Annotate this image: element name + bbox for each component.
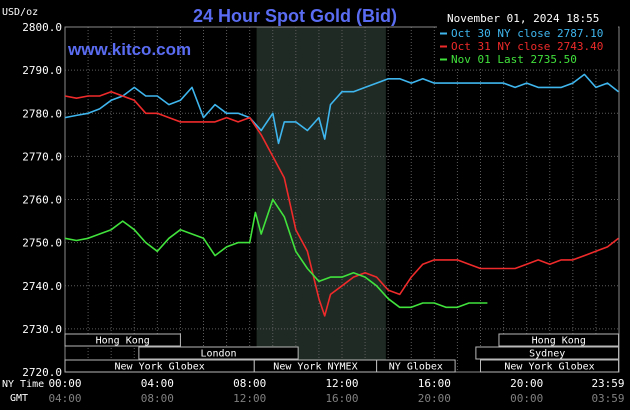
- y-axis-unit-label: USD/oz: [2, 7, 38, 18]
- session-box: [138, 346, 299, 360]
- gmt-axis-label: GMT: [10, 393, 28, 404]
- ny-time-tick-label: 08:00: [233, 377, 266, 390]
- session-label: London: [200, 349, 236, 360]
- session-box: [376, 359, 456, 373]
- y-tick-label: 2770.0: [22, 150, 62, 163]
- series-line-3: [64, 198, 488, 309]
- gmt-tick-label: 03:59: [591, 392, 624, 405]
- session-label: NY Globex: [389, 362, 443, 373]
- y-tick-label: 2720.0: [22, 366, 62, 379]
- session-label: New York Globex: [114, 362, 204, 373]
- gmt-tick-label: 08:00: [141, 392, 174, 405]
- y-tick-label: 2760.0: [22, 194, 62, 207]
- chart-title: 24 Hour Spot Gold (Bid): [193, 6, 397, 26]
- legend-entry: Oct 30 NY close 2787.10: [451, 27, 603, 40]
- session-label: New York Globex: [504, 362, 594, 373]
- gmt-tick-label: 00:00: [510, 392, 543, 405]
- y-tick-label: 2740.0: [22, 280, 62, 293]
- kitco-watermark: www.kitco.com: [67, 40, 191, 59]
- timestamp: November 01, 2024 18:55: [447, 12, 599, 25]
- series-lines: [64, 73, 619, 317]
- y-tick-label: 2730.0: [22, 323, 62, 336]
- y-tick-label: 2780.0: [22, 107, 62, 120]
- y-tick-label: 2750.0: [22, 237, 62, 250]
- axes: 2800.0 2790.0 2780.0 2770.0 2760.0 2750.0 2740…: [2, 21, 625, 405]
- legend-entry: Nov 01 Last 2735.50: [451, 53, 577, 66]
- session-box: [480, 359, 620, 373]
- gmt-tick-label: 16:00: [325, 392, 358, 405]
- ny-time-tick-label: 16:00: [418, 377, 451, 390]
- ny-time-axis-label: NY Time: [2, 379, 44, 390]
- session-label: Sydney: [529, 349, 565, 360]
- ny-time-tick-label: 12:00: [325, 377, 358, 390]
- legend-entry: Oct 31 NY close 2743.40: [451, 40, 603, 53]
- grid-lines: [64, 26, 620, 373]
- series-line-1: [64, 73, 619, 145]
- ny-time-tick-label: 04:00: [141, 377, 174, 390]
- ny-time-tick-label: 00:00: [48, 377, 81, 390]
- ny-time-tick-label: 23:59: [591, 377, 624, 390]
- series-line-2: [64, 90, 619, 317]
- session-label: Hong Kong: [96, 336, 150, 347]
- gmt-tick-label: 12:00: [233, 392, 266, 405]
- session-box: [475, 346, 620, 360]
- gmt-tick-label: 04:00: [48, 392, 81, 405]
- gmt-tick-label: 20:00: [418, 392, 451, 405]
- session-box: [498, 333, 620, 347]
- session-box: [64, 333, 181, 347]
- y-tick-label: 2790.0: [22, 64, 62, 77]
- ny-time-tick-label: 20:00: [510, 377, 543, 390]
- session-label: Hong Kong: [532, 336, 586, 347]
- market-sessions: Hong Kong Hong Kong London Sydney New York G…: [64, 333, 620, 373]
- legend-background: [437, 25, 618, 68]
- session-label: New York NYMEX: [273, 362, 357, 373]
- y-tick-label: 2800.0: [22, 21, 62, 34]
